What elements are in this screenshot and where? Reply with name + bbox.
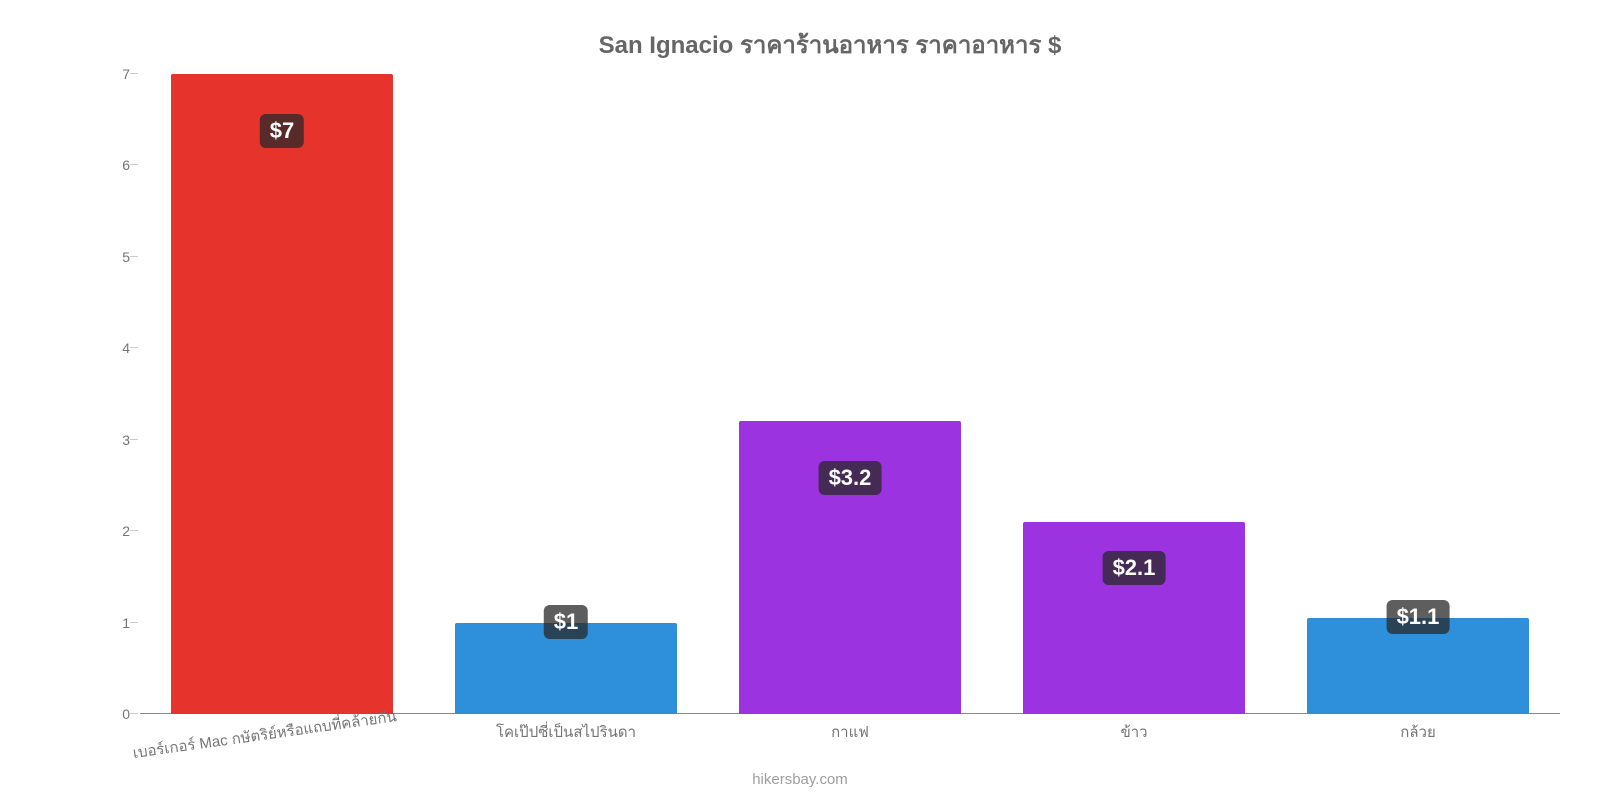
y-tick-label: 7 [122,66,130,82]
x-axis-label: โคเป๊ปซี่เป็นสไปรินดา [424,714,708,744]
bar-slot: $2.1 [992,74,1276,714]
bar-value-label: $2.1 [1103,551,1166,585]
chart-container: San Ignacio ราคาร้านอาหาร ราคาอาหาร $ 0 1… [0,0,1600,800]
y-tick-label: 0 [122,706,130,722]
plot-area: 01234567 $7$1$3.2$2.1$1.1 เบอร์เกอร์ Mac… [100,74,1560,714]
y-tick-label: 2 [122,523,130,539]
bar-value-label: $7 [260,114,304,148]
bar-slot: $1 [424,74,708,714]
x-axis-label: ข้าว [992,714,1276,744]
chart-bar: $7 [171,74,393,714]
y-axis: 01234567 [90,74,130,714]
y-tick-label: 5 [122,249,130,265]
y-tick-label: 4 [122,340,130,356]
source-label: hikersbay.com [752,771,848,788]
bar-slot: $3.2 [708,74,992,714]
bar-slot: $1.1 [1276,74,1560,714]
y-tick-label: 3 [122,432,130,448]
x-axis-label: กล้วย [1276,714,1560,744]
bar-value-label: $1.1 [1387,600,1450,634]
bars-area: $7 $1 $3.2 $2.1 $1.1 [140,74,1560,714]
chart-bar: $1 [455,623,677,714]
chart-bar: $3.2 [739,421,961,714]
x-axis-label: กาแฟ [708,714,992,744]
chart-bar: $2.1 [1023,522,1245,714]
chart-bar: $1.1 [1307,618,1529,714]
bar-slot: $7 [140,74,424,714]
x-axis-labels: เบอร์เกอร์ Mac กษัตริย์หรือแถบที่คล้ายกั… [140,714,1560,744]
bar-value-label: $1 [544,605,588,639]
y-tick-label: 1 [122,615,130,631]
bar-value-label: $3.2 [819,461,882,495]
chart-title: San Ignacio ราคาร้านอาหาร ราคาอาหาร $ [100,25,1560,64]
y-tick-label: 6 [122,157,130,173]
